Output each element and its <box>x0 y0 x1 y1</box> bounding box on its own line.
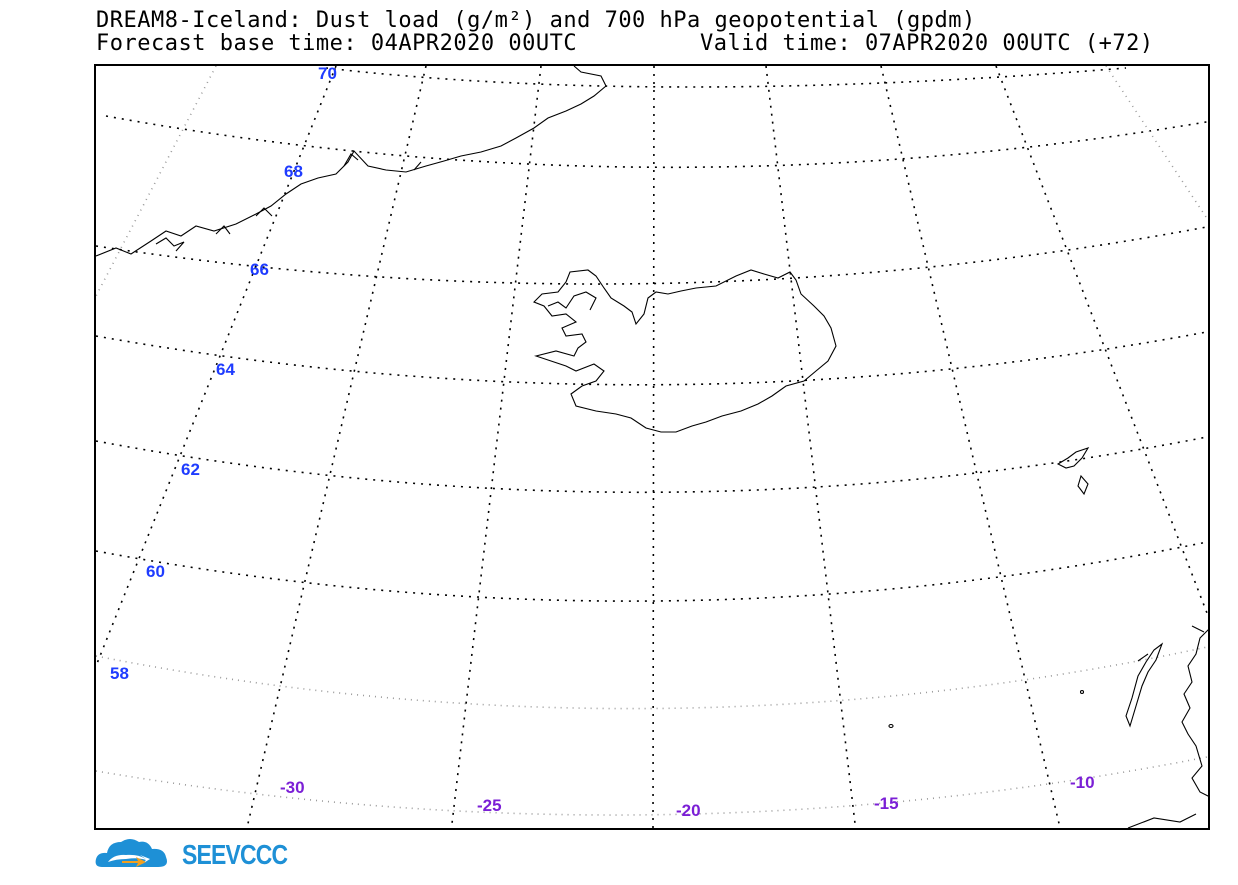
islet <box>1079 689 1085 695</box>
meridian-m40 <box>96 66 217 297</box>
forecast-base-time: Forecast base time: 04APR2020 00UTC <box>96 31 578 56</box>
map-title: DREAM8-Iceland: Dust load (g/m²) and 700… <box>96 8 976 33</box>
logo-text: SEEVCCC <box>182 839 288 870</box>
small-islands <box>1127 625 1205 828</box>
meridian-m30 <box>246 66 427 828</box>
graticule <box>96 66 1208 828</box>
valid-time: Valid time: 07APR2020 00UTC (+72) <box>700 31 1154 56</box>
lat-label-64: 64 <box>216 360 235 379</box>
rockall <box>888 723 894 729</box>
meridian-m20 <box>652 66 655 828</box>
meridian-m15 <box>765 66 857 828</box>
lon-label-m10: -10 <box>1070 773 1095 792</box>
cloud-logo-icon <box>95 839 167 867</box>
lon-label-m20: -20 <box>676 801 701 820</box>
faroe-islands <box>1056 447 1090 496</box>
parallel-70 <box>325 67 1127 88</box>
parallel-68 <box>105 115 1208 169</box>
lat-label-60: 60 <box>146 562 165 581</box>
iceland-westfjords <box>547 291 597 311</box>
meridian-0 <box>1105 66 1208 222</box>
map-canvas <box>96 66 1208 828</box>
parallel-56 <box>96 755 1208 816</box>
iceland-coast <box>533 269 837 433</box>
greenland-coast <box>96 66 607 257</box>
greenland-fjords <box>155 153 422 252</box>
lat-label-70: 70 <box>318 64 337 83</box>
meridian-m25 <box>450 66 542 828</box>
lat-label-68: 68 <box>284 162 303 181</box>
meridian-m10 <box>880 66 1061 828</box>
scotland-coast <box>1181 629 1208 797</box>
lat-label-66: 66 <box>250 260 269 279</box>
parallel-64 <box>96 330 1208 386</box>
meridian-m5 <box>995 66 1208 618</box>
lon-label-m25: -25 <box>477 796 502 815</box>
map-panel: 70 68 66 64 62 60 58 -30 -25 -20 -15 -10 <box>94 64 1210 830</box>
lon-label-m30: -30 <box>280 778 305 797</box>
hebrides <box>1125 642 1164 728</box>
seevccc-logo: SEEVCCC <box>94 833 314 873</box>
lat-label-58: 58 <box>110 664 129 683</box>
coastlines <box>96 66 1208 828</box>
parallel-66 <box>96 225 1208 285</box>
lon-label-m15: -15 <box>874 794 899 813</box>
lat-label-62: 62 <box>181 460 200 479</box>
